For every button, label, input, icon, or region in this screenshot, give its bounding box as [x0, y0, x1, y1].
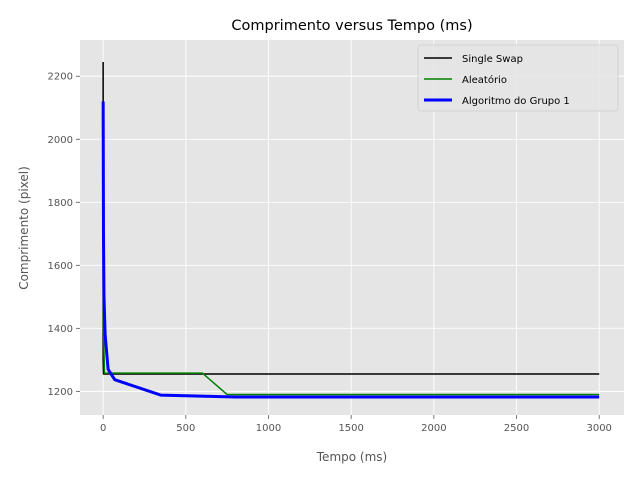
x-tick-label: 2000: [421, 423, 446, 434]
legend-label-1: Single Swap: [462, 54, 523, 65]
x-tick-label: 500: [176, 423, 195, 434]
x-tick-label: 1500: [338, 423, 363, 434]
y-axis-label: Comprimento (pixel): [17, 166, 31, 290]
x-tick-label: 2500: [504, 423, 529, 434]
y-tick-label: 1400: [48, 324, 73, 335]
series-group: [101, 62, 600, 399]
series-line-3: [101, 101, 600, 399]
x-axis-ticks: 0 500 1000 1500 2000 2500 3000: [100, 415, 612, 434]
legend-label-2: Aleatório: [462, 74, 507, 86]
y-tick-label: 1800: [48, 198, 73, 209]
legend-box: [417, 44, 619, 112]
chart-title: Comprimento versus Tempo (ms): [231, 18, 472, 34]
legend-label-3: Algoritmo do Grupo 1: [462, 96, 570, 107]
legend: Single Swap Aleatório Algoritmo do Grupo 1: [417, 44, 619, 112]
x-axis-label: Tempo (ms): [316, 450, 387, 464]
x-tick-label: 1000: [256, 423, 281, 434]
y-tick-label: 1200: [48, 387, 73, 398]
y-tick-label: 2000: [48, 135, 73, 146]
y-axis-ticks: 1200 1400 1600 1800 2000 2200: [48, 72, 80, 398]
grid: [80, 40, 624, 415]
x-tick-label: 0: [100, 423, 106, 434]
x-tick-label: 3000: [586, 423, 611, 434]
y-tick-label: 1600: [48, 261, 73, 272]
y-tick-label: 2200: [48, 72, 73, 83]
